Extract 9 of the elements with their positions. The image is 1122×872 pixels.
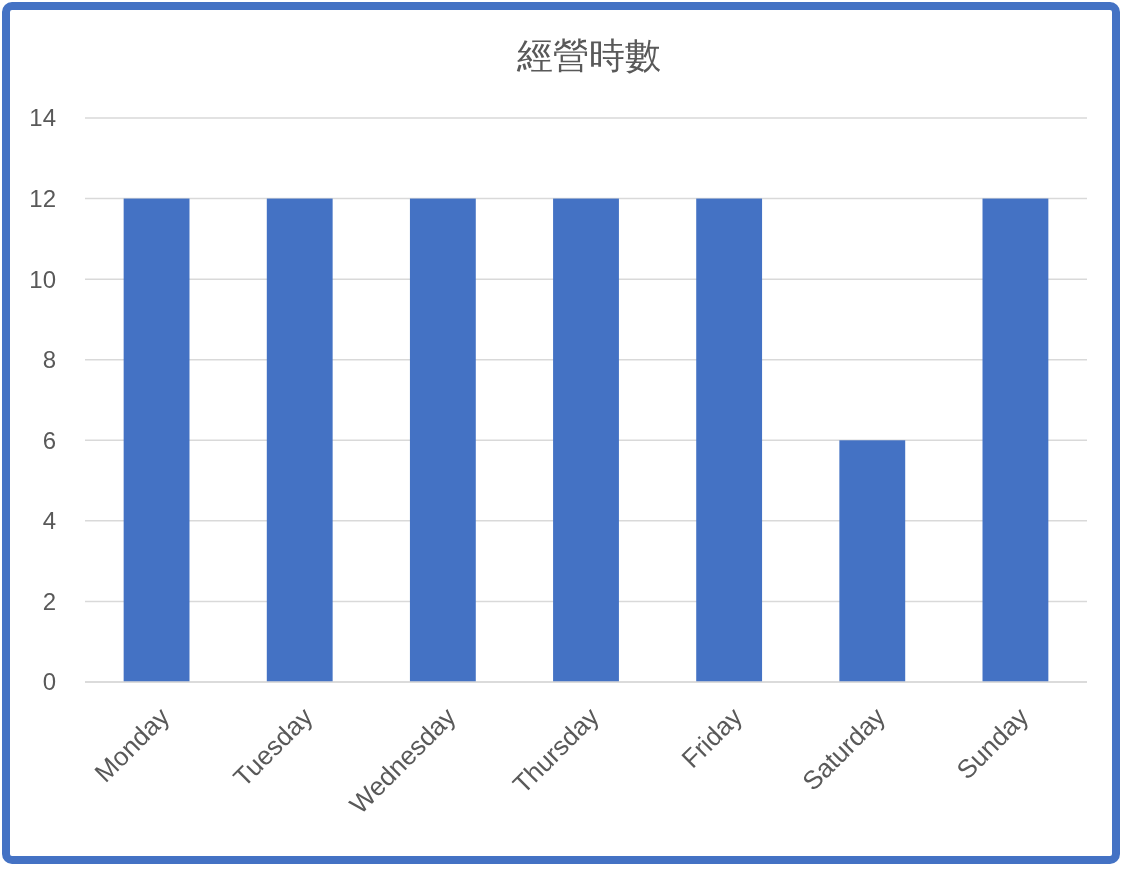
- chart-title: 經營時數: [516, 35, 661, 76]
- y-tick-label: 6: [42, 426, 56, 454]
- y-tick-label: 4: [42, 507, 56, 535]
- y-tick-label: 10: [29, 265, 56, 293]
- y-tick-label: 14: [29, 104, 56, 132]
- y-tick-label: 2: [42, 587, 56, 615]
- y-tick-label: 8: [42, 346, 56, 374]
- y-tick-label: 0: [42, 668, 56, 696]
- y-tick-label: 12: [29, 184, 56, 212]
